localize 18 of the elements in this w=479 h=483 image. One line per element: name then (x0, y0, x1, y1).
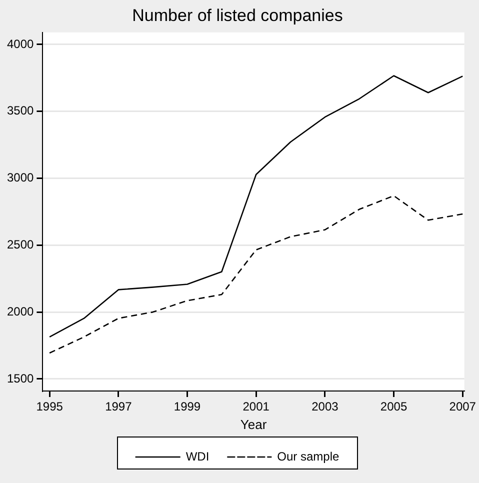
x-tick-label: 2007 (449, 400, 476, 414)
x-tick-label: 1999 (174, 400, 201, 414)
x-tick-label: 1995 (36, 400, 64, 414)
x-axis-title: Year (240, 416, 268, 432)
chart-title: Number of listed companies (132, 6, 343, 25)
legend-label: Our sample (277, 449, 340, 464)
x-tick-label: 2001 (242, 400, 270, 414)
line-series (48, 195, 464, 354)
y-tick-label: 3000 (6, 170, 34, 185)
y-tick-label: 3500 (6, 104, 34, 118)
x-tick-label: 2005 (380, 400, 408, 414)
y-tick-label: 1500 (6, 371, 34, 386)
y-tick-label: 2500 (6, 237, 34, 252)
x-tick-label: 1997 (105, 400, 132, 414)
x-tick-label: 2003 (312, 400, 339, 414)
y-tick-label: 2000 (6, 304, 34, 318)
legend-label: WDI (186, 449, 210, 464)
y-tick-label: 4000 (6, 36, 34, 51)
